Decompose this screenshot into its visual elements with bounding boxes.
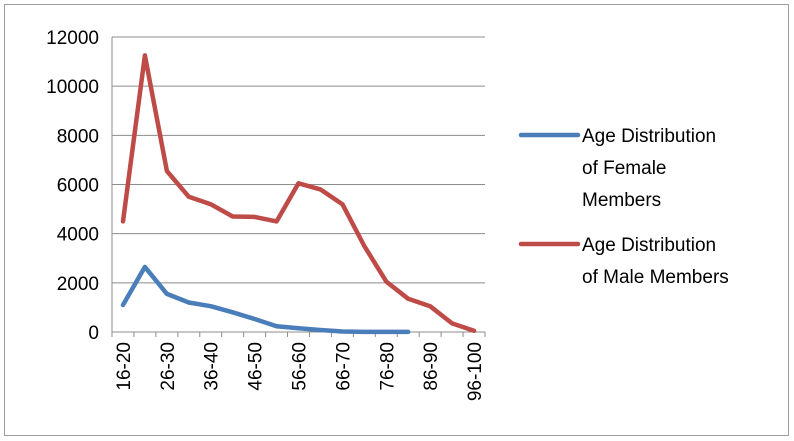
x-tick-label: 36-40: [202, 342, 223, 391]
y-tick-label: 10000: [46, 77, 99, 98]
y-tick-label: 6000: [57, 176, 99, 197]
x-tick-label: 96-100: [465, 342, 486, 401]
legend-label: Age Distribution: [582, 126, 716, 147]
y-tick-label: 8000: [57, 126, 99, 147]
y-tick-label: 12000: [46, 28, 99, 49]
x-tick-label: 56-60: [290, 342, 311, 391]
gridlines: [112, 36, 485, 284]
axes: [111, 37, 486, 337]
y-tick-label: 2000: [57, 274, 99, 295]
legend-label: of Male Members: [582, 267, 729, 288]
legend-label: Age Distribution: [582, 235, 716, 256]
legend-label: of Female: [582, 158, 666, 179]
legend-label: Members: [582, 190, 661, 211]
series-line-female: [120, 264, 411, 335]
y-axis-tick-labels: 0 2000 4000 6000 8000 10000 12000: [46, 28, 99, 344]
y-tick-label: 0: [88, 323, 99, 344]
x-tick-label: 86-90: [421, 342, 442, 391]
x-axis-tick-labels: 16-20 26-30 36-40 46-50 56-60 66-70 76-80 86-90…: [114, 342, 486, 401]
x-tick-label: 76-80: [377, 342, 398, 391]
series-line-male: [120, 53, 477, 334]
x-tick-label: 66-70: [333, 342, 354, 391]
x-tick-label: 16-20: [114, 342, 135, 391]
x-tick-label: 46-50: [246, 342, 267, 391]
series-lines: [120, 53, 477, 335]
y-tick-label: 4000: [57, 225, 99, 246]
chart-frame: [4, 4, 789, 436]
x-tick-label: 26-30: [158, 342, 179, 391]
legend: Age Distribution of Female Members Age Dist…: [518, 126, 729, 288]
